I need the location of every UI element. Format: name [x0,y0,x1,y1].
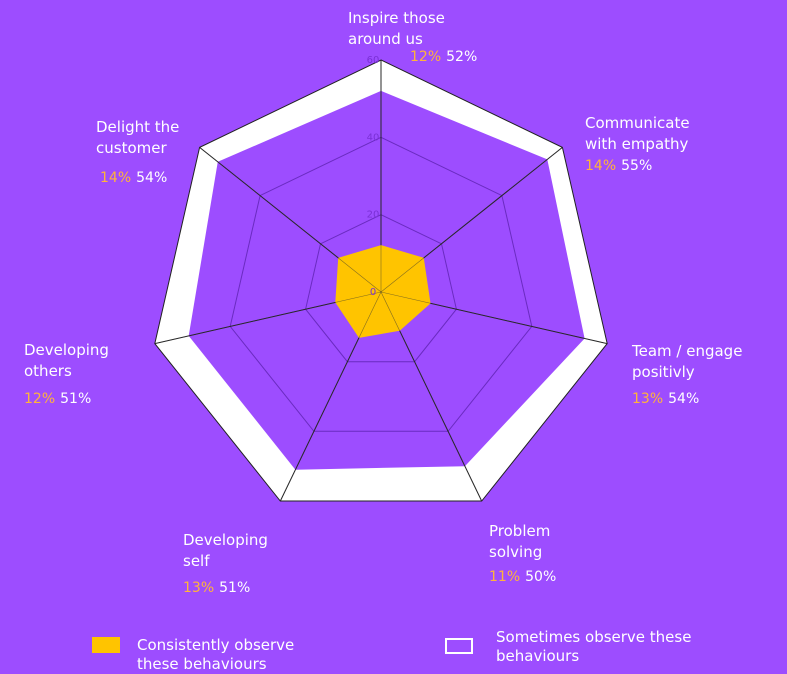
axis-label: Developing others [24,341,109,380]
axis-label: Inspire those around us [348,9,445,48]
data-label: 55% [621,158,653,174]
axis-label: Delight the customer [96,118,180,157]
value-labels: 14% 55% [585,156,657,176]
grid-ring [229,136,533,432]
spoke [380,291,608,344]
data-label: 50% [525,569,557,585]
value-labels: 14% 54% [100,168,172,188]
axis-label: Team / engage positivly [632,342,743,381]
legend-swatch [92,637,120,653]
data-label: 12% [24,391,56,407]
data-label: 52% [446,49,478,65]
axis-label: Communicate with empathy [585,114,690,153]
series-area [335,245,431,338]
grid-ring [305,214,457,363]
r-tick-label: 40 [367,132,380,143]
value-labels: 12% 51% [24,389,96,409]
value-labels: 13% 54% [632,389,704,409]
data-label: 13% [183,580,215,596]
data-label: 14% [585,158,617,174]
value-labels: 11% 50% [489,567,561,587]
value-labels: 12% 52% [410,47,482,67]
data-label: 54% [136,170,168,186]
legend-swatch [445,638,473,654]
data-label: 14% [100,170,132,186]
spoke [380,147,563,293]
spoke [380,291,482,502]
axis-label: Developing self [183,531,268,570]
spoke [154,291,382,344]
data-label: 51% [219,580,251,596]
r-tick-label: 60 [367,55,380,66]
r-tick-label: 20 [367,210,380,221]
spoke [199,147,382,293]
legend-label: Consistently observe these behaviours [137,636,295,673]
data-label: 51% [60,391,92,407]
axis-label: Problem solving [489,522,551,561]
value-labels: 13% 51% [183,578,255,598]
r-tick-label: 0 [370,287,376,298]
data-label: 12% [410,49,442,65]
data-label: 11% [489,569,521,585]
data-label: 13% [632,391,664,407]
data-label: 54% [668,391,700,407]
spoke [280,291,382,502]
legend-label: Sometimes observe these behaviours [496,628,692,665]
